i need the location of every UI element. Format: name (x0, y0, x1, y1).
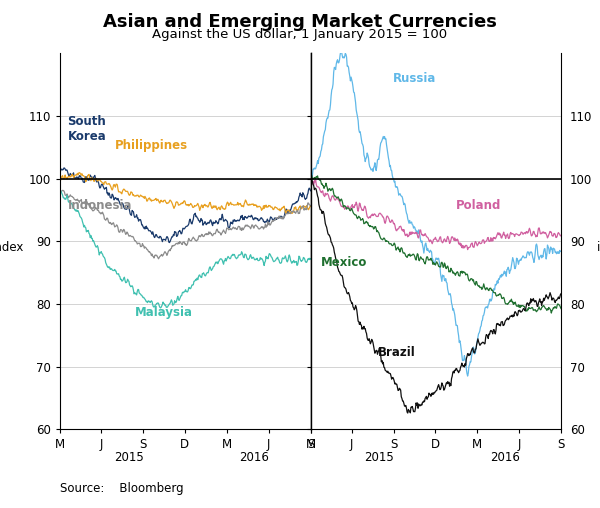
Y-axis label: index: index (596, 241, 600, 255)
Text: Source:    Bloomberg: Source: Bloomberg (60, 482, 184, 495)
Text: Mexico: Mexico (320, 256, 367, 269)
Text: Indonesia: Indonesia (68, 199, 132, 212)
Text: Russia: Russia (393, 72, 437, 84)
Text: Brazil: Brazil (378, 346, 416, 359)
Text: Philippines: Philippines (115, 139, 188, 152)
Text: 2015: 2015 (114, 451, 144, 464)
Text: South
Korea: South Korea (68, 115, 106, 143)
Text: Malaysia: Malaysia (135, 306, 193, 320)
Text: 2015: 2015 (365, 451, 394, 464)
Text: Poland: Poland (456, 199, 501, 212)
Y-axis label: index: index (0, 241, 25, 255)
Text: 2016: 2016 (239, 451, 269, 464)
Text: Asian and Emerging Market Currencies: Asian and Emerging Market Currencies (103, 13, 497, 30)
Text: 2016: 2016 (490, 451, 520, 464)
Text: Against the US dollar, 1 January 2015 = 100: Against the US dollar, 1 January 2015 = … (152, 28, 448, 41)
